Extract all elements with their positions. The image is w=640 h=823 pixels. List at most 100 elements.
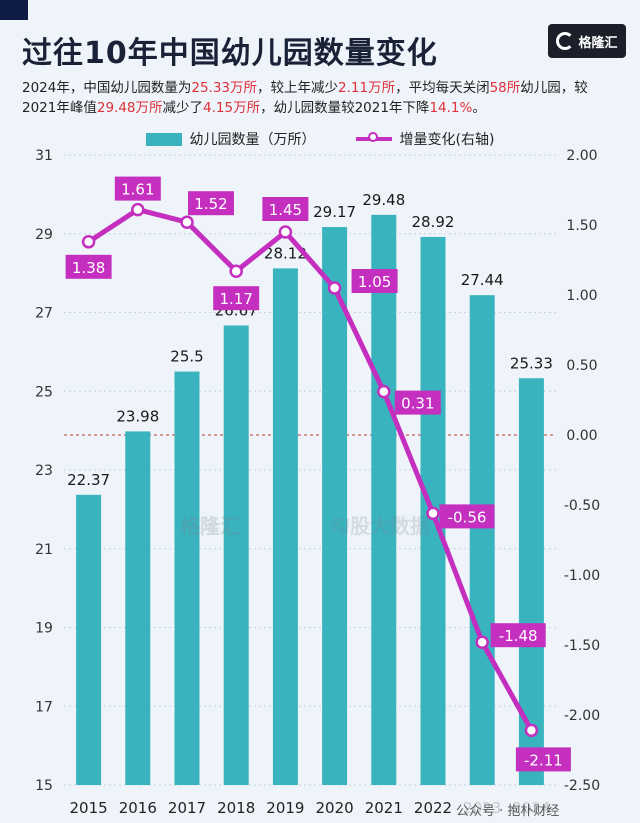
bar-value-label: 29.48 — [362, 191, 405, 209]
line-value-label: 1.45 — [269, 201, 302, 219]
subtitle-text: 。 — [472, 100, 486, 116]
subtitle-text: ，平均每天关闭 — [395, 80, 490, 96]
logo-g-icon — [556, 32, 575, 50]
line-value-label: 1.61 — [121, 181, 154, 199]
line-label-box — [65, 254, 112, 279]
subtitle-highlight: 4.15万所 — [203, 100, 261, 116]
line-point — [229, 264, 243, 278]
bar — [223, 325, 249, 785]
subtitle-highlight: 25.33万所 — [191, 80, 258, 96]
line-value-label: -1.48 — [499, 627, 538, 645]
bar-value-label: 25.5 — [170, 348, 203, 366]
x-tick-label: 2021 — [365, 799, 403, 817]
bar — [76, 494, 102, 785]
bar — [322, 227, 348, 785]
subtitle-highlight: 29.48万所 — [96, 100, 163, 116]
watermark-left: 格隆汇 — [180, 514, 240, 538]
line-value-label: 0.31 — [401, 395, 434, 413]
bar-value-label: 28.92 — [412, 213, 455, 231]
y-left-tick-label: 23 — [35, 463, 53, 479]
subtitle-text: ，较上年减少 — [257, 80, 339, 96]
y-right-tick-label: -0.50 — [564, 498, 600, 514]
line-label-box — [262, 197, 309, 221]
line-label-box — [114, 176, 161, 201]
x-tick-label: 2020 — [316, 799, 354, 817]
line-value-label: -0.56 — [448, 508, 487, 526]
x-tick-label: 2015 — [70, 799, 108, 817]
x-tick-label: 2019 — [266, 799, 304, 817]
line-label-box — [213, 286, 260, 311]
bar-value-label: 28.12 — [264, 244, 307, 262]
legend-item-bars: 幼儿园数量（万所） — [145, 129, 316, 149]
bar — [125, 431, 151, 785]
legend-bar-swatch — [145, 132, 182, 146]
y-right-tick-label: 0.00 — [566, 428, 597, 444]
line-point — [426, 506, 440, 521]
x-tick-label: 2022 — [414, 799, 452, 817]
bar — [174, 371, 200, 785]
line-label-box — [188, 191, 234, 216]
line-label-box — [490, 623, 546, 648]
line-point — [327, 281, 342, 295]
y-right-tick-label: 2.00 — [566, 148, 597, 164]
y-left-tick-label: 25 — [35, 384, 53, 400]
y-right-tick-label: 0.50 — [566, 358, 597, 374]
line-point — [131, 202, 145, 217]
line-point — [278, 225, 293, 239]
line-value-label: -2.11 — [524, 751, 563, 769]
line-point — [81, 235, 96, 249]
bar-value-label: 27.44 — [461, 271, 504, 289]
x-tick-label: 2018 — [217, 799, 255, 817]
bar-value-label: 23.98 — [116, 407, 159, 425]
legend-line-label: 增量变化(右轴) — [399, 132, 495, 148]
line-point — [475, 635, 489, 649]
bar — [371, 214, 397, 786]
bar — [469, 295, 495, 785]
y-left-tick-label: 21 — [35, 542, 53, 558]
legend-bar-label: 幼儿园数量（万所） — [189, 132, 316, 148]
legend-item-line: 增量变化(右轴) — [355, 129, 495, 149]
subtitle-text: 减少了 — [162, 100, 204, 116]
line-point — [524, 723, 539, 738]
y-right-tick-label: 1.50 — [566, 218, 597, 234]
line-point — [377, 384, 391, 399]
chart-legend: 幼儿园数量（万所） 增量变化(右轴) — [0, 128, 640, 150]
series-line — [87, 207, 534, 732]
chart-subtitle: 2024年，中国幼儿园数量为25.33万所，较上年减少2.11万所，平均每天关闭… — [22, 78, 622, 118]
top-strip — [0, 0, 640, 20]
y-right-tick-label: -2.00 — [564, 708, 600, 724]
legend-line-swatch — [355, 132, 392, 142]
y-left-tick-label: 27 — [35, 306, 53, 322]
line-label-box — [351, 269, 398, 293]
x-tick-label: 2016 — [119, 799, 157, 817]
bar-value-label: 29.17 — [313, 203, 356, 221]
subtitle-text: 2024年，中国幼儿园数量为 — [22, 80, 192, 96]
line-label-box — [394, 390, 441, 415]
subtitle-highlight: 2.11万所 — [338, 80, 396, 96]
line-label-box — [515, 747, 571, 772]
subtitle-highlight: 14.1% — [429, 100, 473, 116]
line-value-label: 1.38 — [72, 259, 105, 277]
y-right-tick-label: 1.00 — [566, 288, 597, 304]
line-label-box — [439, 504, 495, 529]
logo-text: 格隆汇 — [578, 35, 618, 51]
subtitle-text: ，幼儿园数量较2021年下降 — [260, 100, 430, 116]
line-value-label: 1.17 — [219, 290, 252, 308]
y-left-tick-label: 15 — [35, 778, 53, 794]
chart-title: 过往10年中国幼儿园数量变化 — [22, 36, 438, 71]
subtitle-text: 幼儿园，较2021年峰值 — [22, 80, 588, 116]
subtitle-highlight: 58所 — [489, 80, 521, 96]
x-tick-label: 2017 — [168, 799, 206, 817]
y-left-tick-label: 31 — [35, 148, 53, 164]
y-left-tick-label: 17 — [35, 699, 53, 715]
bar-value-label: 22.37 — [67, 471, 110, 489]
brand-logo: 格隆汇 — [548, 24, 626, 58]
line-value-label: 1.52 — [194, 195, 227, 213]
footer-source: 公众号 · 抱朴财经 — [456, 800, 560, 819]
bar-value-label: 25.33 — [510, 354, 553, 372]
y-left-tick-label: 29 — [35, 227, 53, 243]
line-value-label: 1.05 — [358, 273, 391, 291]
line-point — [180, 215, 194, 229]
corner-mark — [0, 0, 28, 20]
